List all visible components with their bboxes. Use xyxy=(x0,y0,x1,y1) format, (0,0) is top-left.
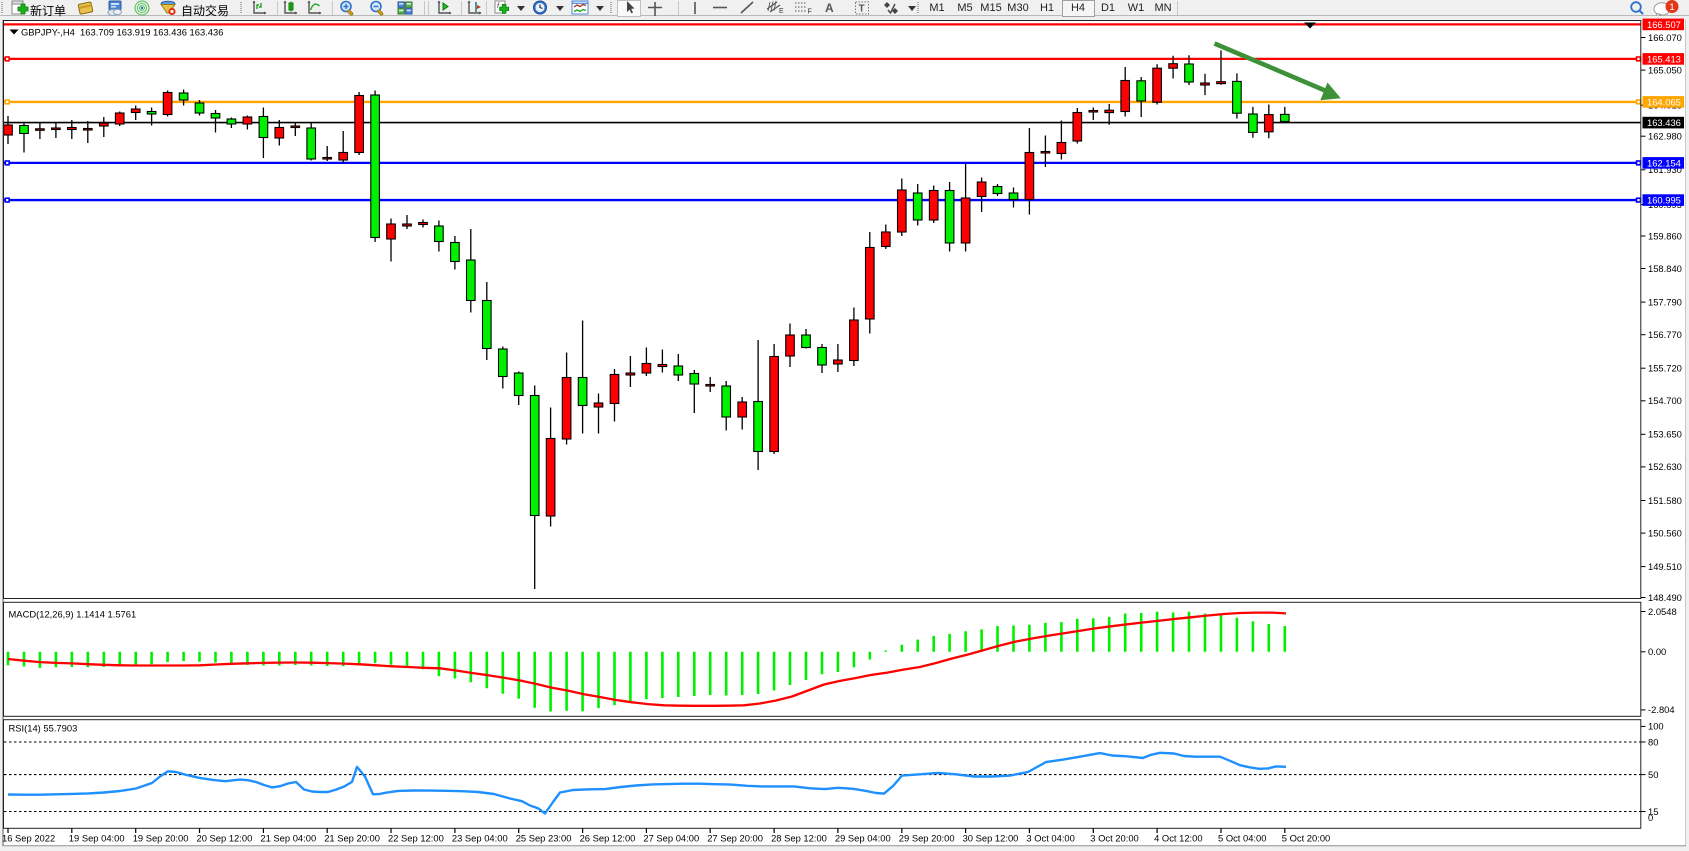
svg-text:159.860: 159.860 xyxy=(1648,230,1682,241)
svg-text:21 Sep 20:00: 21 Sep 20:00 xyxy=(324,833,380,844)
svg-text:RSI(14) 55.7903: RSI(14) 55.7903 xyxy=(9,723,78,734)
svg-text:0: 0 xyxy=(1648,812,1653,823)
svg-text:GBPJPY-,H4 163.709 163.919 16: GBPJPY-,H4 163.709 163.919 163.436 163.4… xyxy=(21,27,223,38)
svg-text:26 Sep 12:00: 26 Sep 12:00 xyxy=(580,833,636,844)
svg-text:29 Sep 04:00: 29 Sep 04:00 xyxy=(835,833,891,844)
svg-text:153.650: 153.650 xyxy=(1648,429,1682,440)
svg-text:30 Sep 12:00: 30 Sep 12:00 xyxy=(963,833,1019,844)
svg-text:5 Oct 04:00: 5 Oct 04:00 xyxy=(1218,833,1266,844)
svg-text:165.413: 165.413 xyxy=(1647,54,1681,65)
svg-text:150.560: 150.560 xyxy=(1648,527,1682,538)
svg-text:157.790: 157.790 xyxy=(1648,296,1682,307)
svg-text:3 Oct 04:00: 3 Oct 04:00 xyxy=(1026,833,1074,844)
svg-text:161.930: 161.930 xyxy=(1648,164,1682,175)
svg-text:19 Sep 04:00: 19 Sep 04:00 xyxy=(69,833,125,844)
svg-text:166.070: 166.070 xyxy=(1648,32,1682,43)
svg-text:25 Sep 23:00: 25 Sep 23:00 xyxy=(516,833,572,844)
svg-text:149.510: 149.510 xyxy=(1648,561,1682,572)
svg-text:15: 15 xyxy=(1648,806,1658,817)
svg-text:19 Sep 20:00: 19 Sep 20:00 xyxy=(133,833,189,844)
svg-text:148.490: 148.490 xyxy=(1648,592,1682,603)
svg-text:165.050: 165.050 xyxy=(1648,64,1682,75)
svg-text:1: 1 xyxy=(1669,2,1674,13)
svg-text:162.154: 162.154 xyxy=(1647,158,1681,169)
svg-text:27 Sep 20:00: 27 Sep 20:00 xyxy=(707,833,763,844)
svg-text:156.770: 156.770 xyxy=(1648,329,1682,340)
svg-text:158.840: 158.840 xyxy=(1648,263,1682,274)
svg-text:100: 100 xyxy=(1648,721,1664,732)
svg-text:20 Sep 12:00: 20 Sep 12:00 xyxy=(197,833,253,844)
svg-text:3 Oct 20:00: 3 Oct 20:00 xyxy=(1090,833,1138,844)
svg-text:4 Oct 12:00: 4 Oct 12:00 xyxy=(1154,833,1202,844)
svg-text:f: f xyxy=(497,3,500,10)
svg-text:160.995: 160.995 xyxy=(1647,195,1681,206)
svg-text:50: 50 xyxy=(1648,769,1658,780)
svg-text:151.580: 151.580 xyxy=(1648,495,1682,506)
svg-text:22 Sep 12:00: 22 Sep 12:00 xyxy=(388,833,444,844)
svg-text:5 Oct 20:00: 5 Oct 20:00 xyxy=(1282,833,1330,844)
svg-text:163.436: 163.436 xyxy=(1647,117,1681,128)
svg-text:T: T xyxy=(859,4,865,15)
svg-text:27 Sep 04:00: 27 Sep 04:00 xyxy=(643,833,699,844)
svg-text:16 Sep 2022: 16 Sep 2022 xyxy=(2,833,55,844)
svg-text:21 Sep 04:00: 21 Sep 04:00 xyxy=(260,833,316,844)
svg-text:164.065: 164.065 xyxy=(1647,97,1681,108)
svg-text:80: 80 xyxy=(1648,736,1658,747)
svg-text:28 Sep 12:00: 28 Sep 12:00 xyxy=(771,833,827,844)
svg-text:F: F xyxy=(808,9,812,16)
svg-text:MACD(12,26,9) 1.1414 1.5761: MACD(12,26,9) 1.1414 1.5761 xyxy=(9,609,137,620)
svg-text:154.700: 154.700 xyxy=(1648,395,1682,406)
svg-text:-2.804: -2.804 xyxy=(1648,704,1675,715)
svg-text:0.00: 0.00 xyxy=(1648,646,1666,657)
svg-text:2.0548: 2.0548 xyxy=(1648,606,1677,617)
svg-text:162.980: 162.980 xyxy=(1648,131,1682,142)
svg-text:166.507: 166.507 xyxy=(1647,19,1681,30)
svg-text:E: E xyxy=(779,8,784,15)
svg-text:155.720: 155.720 xyxy=(1648,363,1682,374)
svg-text:152.630: 152.630 xyxy=(1648,461,1682,472)
svg-text:23 Sep 04:00: 23 Sep 04:00 xyxy=(452,833,508,844)
svg-text:29 Sep 20:00: 29 Sep 20:00 xyxy=(899,833,955,844)
